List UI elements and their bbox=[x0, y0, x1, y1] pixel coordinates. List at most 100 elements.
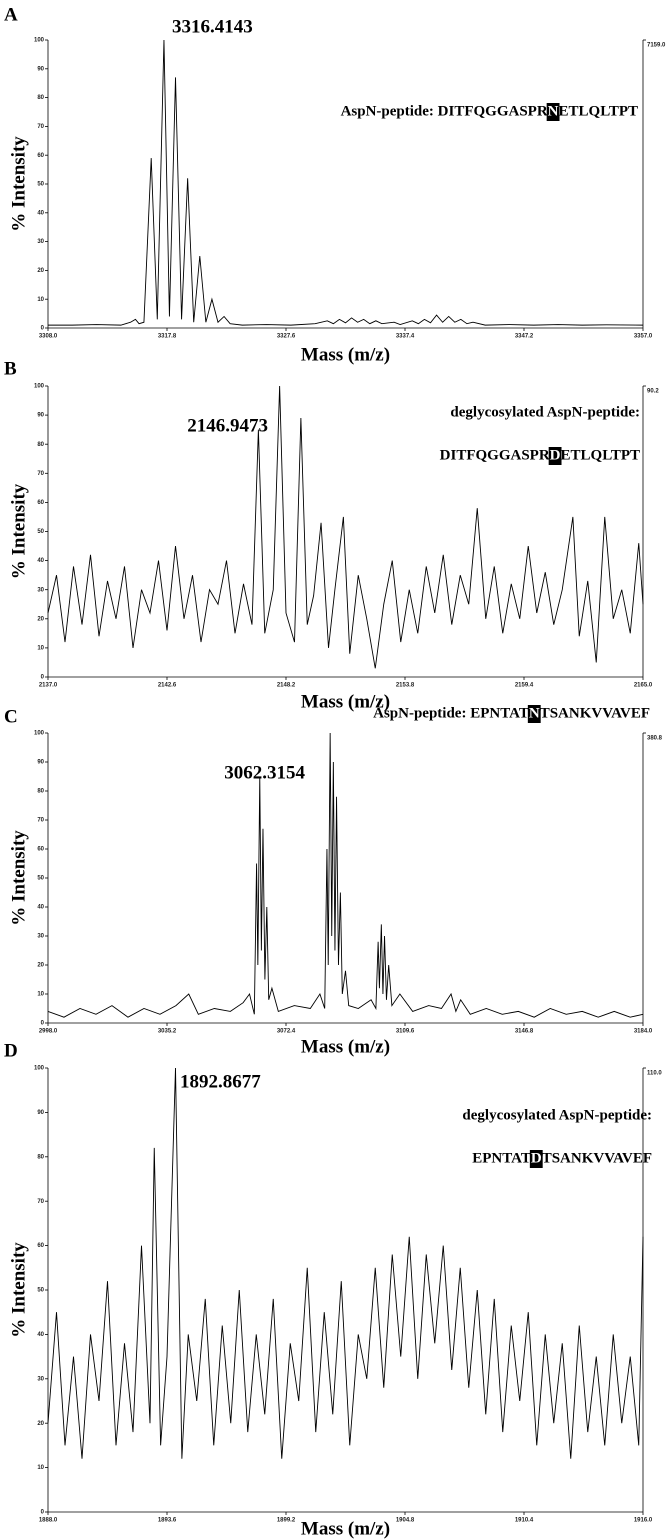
y-axis-label: % Intensity bbox=[8, 136, 29, 232]
annotation-text: ETLQLTPT bbox=[559, 103, 638, 119]
y2-tick-label: 110.0 bbox=[647, 1071, 662, 1077]
y-tick-label: 50 bbox=[37, 529, 44, 535]
annotation-text: AspN-peptide: EPNTAT bbox=[373, 705, 529, 721]
peak-label: 1892.8677 bbox=[180, 1071, 261, 1092]
y-tick-label: 80 bbox=[37, 789, 44, 795]
y-tick-label: 80 bbox=[37, 1154, 44, 1160]
annotation-text: AspN-peptide: DITFQGGASPR bbox=[341, 103, 548, 119]
y-tick-label: 20 bbox=[37, 268, 44, 274]
annotation-text: ETLQLTPT bbox=[561, 447, 640, 463]
y-tick-label: 10 bbox=[37, 297, 44, 303]
x-tick-label: 3327.6 bbox=[277, 334, 296, 340]
panel-letter: A bbox=[4, 4, 18, 25]
y-tick-label: 60 bbox=[37, 500, 44, 506]
y-tick-label: 90 bbox=[37, 760, 44, 766]
highlight-box bbox=[548, 447, 562, 465]
y-tick-label: 50 bbox=[37, 182, 44, 188]
x-axis-label: Mass (m/z) bbox=[301, 1518, 390, 1539]
y-tick-label: 60 bbox=[37, 847, 44, 853]
x-tick-label: 3308.0 bbox=[39, 334, 58, 340]
x-tick-label: 2165.0 bbox=[634, 683, 653, 689]
x-tick-label: 1899.2 bbox=[277, 1518, 296, 1524]
panel: A 0 10 20 30 40 50 60 70 80 90 100 7159.0 3308.0 3317.… bbox=[4, 4, 666, 365]
y-tick-label: 100 bbox=[34, 731, 45, 737]
annotation-text: DITFQGGASPR bbox=[440, 447, 550, 463]
y-axis-label: % Intensity bbox=[8, 483, 29, 579]
y-tick-label: 90 bbox=[37, 66, 44, 72]
annotation-text: EPNTAT bbox=[472, 1150, 531, 1166]
y2-tick-label: 380.8 bbox=[647, 736, 663, 742]
peak-label: 3316.4143 bbox=[172, 16, 253, 37]
highlight-box bbox=[546, 103, 560, 121]
panel-letter: C bbox=[4, 706, 18, 727]
x-tick-label: 1888.0 bbox=[39, 1518, 58, 1524]
y-tick-label: 0 bbox=[41, 326, 45, 332]
panel-letter: B bbox=[4, 358, 17, 379]
x-tick-label: 2137.0 bbox=[39, 683, 58, 689]
x-axis-label: Mass (m/z) bbox=[301, 691, 390, 712]
x-tick-label: 3357.0 bbox=[634, 334, 653, 340]
x-axis-label: Mass (m/z) bbox=[301, 344, 390, 365]
x-tick-label: 1904.8 bbox=[396, 1518, 415, 1524]
y-tick-label: 0 bbox=[41, 1021, 45, 1027]
x-tick-label: 3347.2 bbox=[515, 334, 534, 340]
y-tick-label: 100 bbox=[34, 384, 45, 390]
y-tick-label: 90 bbox=[37, 1110, 44, 1116]
annotation-text: TSANKVVAVEF bbox=[542, 1150, 652, 1166]
y-tick-label: 90 bbox=[37, 413, 44, 419]
x-tick-label: 3317.8 bbox=[158, 334, 177, 340]
y-tick-label: 60 bbox=[37, 153, 44, 159]
y-tick-label: 100 bbox=[34, 38, 45, 44]
y-tick-label: 70 bbox=[37, 124, 44, 130]
peak-label: 3062.3154 bbox=[224, 762, 305, 783]
y-tick-label: 70 bbox=[37, 1199, 44, 1205]
y-axis-label: % Intensity bbox=[8, 1242, 29, 1338]
x-tick-label: 3035.2 bbox=[158, 1029, 177, 1035]
annotation-text: TSANKVVAVEF bbox=[540, 705, 650, 721]
highlight-box bbox=[527, 705, 541, 723]
y-tick-label: 40 bbox=[37, 558, 44, 564]
x-tick-label: 3337.4 bbox=[396, 334, 415, 340]
panel: B 0 10 20 30 40 50 60 70 80 90 100 90.2 2137.0 2142.6 2… bbox=[4, 358, 659, 712]
panel: C 0 10 20 30 40 50 60 70 80 90 100 380.8 2998.0 3035.2… bbox=[4, 705, 663, 1057]
y-tick-label: 40 bbox=[37, 210, 44, 216]
y-tick-label: 70 bbox=[37, 471, 44, 477]
y-tick-label: 80 bbox=[37, 442, 44, 448]
x-tick-label: 3109.6 bbox=[396, 1029, 415, 1035]
y-tick-label: 40 bbox=[37, 1332, 44, 1338]
y-tick-label: 100 bbox=[34, 1066, 45, 1072]
x-tick-label: 3184.0 bbox=[634, 1029, 653, 1035]
y-tick-label: 0 bbox=[41, 1510, 45, 1516]
y-tick-label: 10 bbox=[37, 1465, 44, 1471]
spectrum-line bbox=[47, 732, 644, 1018]
x-tick-label: 3072.4 bbox=[277, 1029, 296, 1035]
x-tick-label: 1910.4 bbox=[515, 1518, 534, 1524]
highlighted-residue: D bbox=[550, 447, 561, 463]
y-tick-label: 0 bbox=[41, 675, 45, 681]
x-tick-label: 2159.4 bbox=[515, 683, 534, 689]
x-tick-label: 3146.8 bbox=[515, 1029, 534, 1035]
annotation-text: deglycosylated AspN-peptide: bbox=[450, 404, 640, 420]
peak-label: 2146.9473 bbox=[187, 415, 268, 436]
y-tick-label: 70 bbox=[37, 818, 44, 824]
y-tick-label: 20 bbox=[37, 1421, 44, 1427]
x-tick-label: 2142.6 bbox=[158, 683, 177, 689]
x-tick-label: 1916.0 bbox=[634, 1518, 653, 1524]
highlighted-residue: N bbox=[529, 705, 540, 721]
x-tick-label: 2153.8 bbox=[396, 683, 415, 689]
y-tick-label: 10 bbox=[37, 645, 44, 651]
y2-tick-label: 90.2 bbox=[647, 389, 659, 395]
panel: D 0 10 20 30 40 50 60 70 80 90 100 110.0 1888.0 1893.6… bbox=[4, 1040, 662, 1539]
y-tick-label: 30 bbox=[37, 934, 44, 940]
y2-tick-label: 7159.0 bbox=[647, 43, 666, 49]
y-tick-label: 30 bbox=[37, 239, 44, 245]
y-tick-label: 80 bbox=[37, 95, 44, 101]
spectrum-line bbox=[47, 1067, 644, 1459]
highlighted-residue: D bbox=[531, 1150, 542, 1166]
y-tick-label: 30 bbox=[37, 1376, 44, 1382]
y-tick-label: 30 bbox=[37, 587, 44, 593]
y-tick-label: 20 bbox=[37, 616, 44, 622]
spectrum-line bbox=[48, 39, 644, 326]
